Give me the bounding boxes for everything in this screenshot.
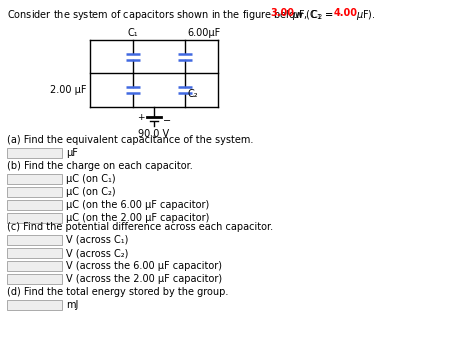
Text: mJ: mJ	[66, 300, 78, 310]
Bar	[7, 187, 62, 197]
Text: Consider the system of capacitors shown in the figure below (C$_1$ =: Consider the system of capacitors shown …	[7, 8, 334, 22]
Bar	[7, 300, 62, 310]
Text: μC (on C₁): μC (on C₁)	[66, 174, 116, 184]
Bar	[7, 174, 62, 184]
Text: −: −	[163, 116, 171, 126]
Text: (d) Find the total energy stored by the group.: (d) Find the total energy stored by the …	[7, 287, 228, 297]
Bar	[7, 200, 62, 210]
Bar	[7, 235, 62, 245]
Text: (c) Find the potential difference across each capacitor.: (c) Find the potential difference across…	[7, 222, 273, 232]
Text: 2.00 μF: 2.00 μF	[51, 85, 87, 95]
Bar	[7, 274, 62, 284]
Text: μC (on C₂): μC (on C₂)	[66, 187, 116, 197]
Text: V (across C₂): V (across C₂)	[66, 248, 128, 258]
Text: $\mu$F, C$_2$ =: $\mu$F, C$_2$ =	[289, 8, 335, 22]
Bar	[7, 248, 62, 258]
Bar	[7, 148, 62, 158]
Text: C₂: C₂	[188, 89, 199, 99]
Text: (a) Find the equivalent capacitance of the system.: (a) Find the equivalent capacitance of t…	[7, 135, 254, 145]
Text: V (across C₁): V (across C₁)	[66, 235, 128, 245]
Text: μF: μF	[66, 148, 78, 158]
Text: (b) Find the charge on each capacitor.: (b) Find the charge on each capacitor.	[7, 161, 193, 171]
Text: 3.00: 3.00	[270, 8, 294, 18]
Bar	[7, 213, 62, 223]
Text: $\mu$F).: $\mu$F).	[353, 8, 376, 22]
Text: +: +	[137, 113, 145, 121]
Bar	[7, 261, 62, 271]
Text: V (across the 2.00 μF capacitor): V (across the 2.00 μF capacitor)	[66, 274, 222, 284]
Text: μC (on the 6.00 μF capacitor): μC (on the 6.00 μF capacitor)	[66, 200, 209, 210]
Text: C₁: C₁	[128, 28, 138, 38]
Text: 6.00μF: 6.00μF	[187, 28, 220, 38]
Text: V (across the 6.00 μF capacitor): V (across the 6.00 μF capacitor)	[66, 261, 222, 271]
Text: μC (on the 2.00 μF capacitor): μC (on the 2.00 μF capacitor)	[66, 213, 210, 223]
Text: 90.0 V: 90.0 V	[138, 129, 170, 139]
Text: 4.00: 4.00	[334, 8, 358, 18]
